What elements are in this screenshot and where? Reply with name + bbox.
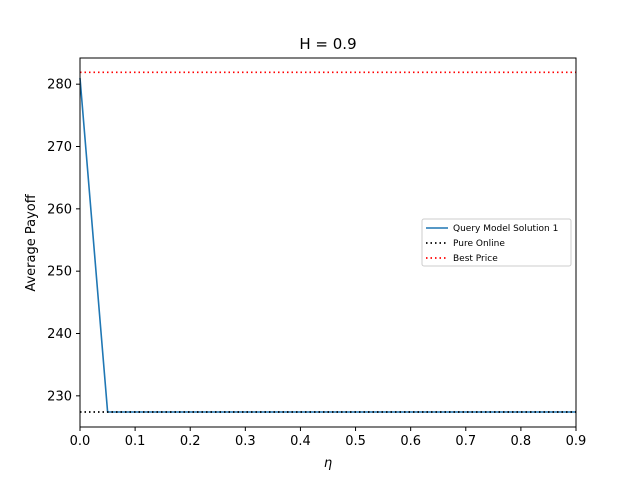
legend-label-2: Pure Online [453, 239, 505, 249]
legend-box [421, 218, 572, 267]
y-tick-label: 260 [47, 202, 72, 217]
legend-label-3: Best Price [453, 254, 498, 264]
y-tick-label: 250 [47, 265, 72, 280]
x-axis-label: η [324, 456, 332, 471]
x-tick-label: 0.9 [566, 434, 587, 449]
x-tick-label: 0.7 [455, 434, 476, 449]
x-tick-label: 0.6 [400, 434, 421, 449]
x-axis: 0.0 0.1 0.2 0.3 0.4 0.5 0.6 0.7 0.8 0.9 [70, 427, 587, 449]
x-tick-label: 0.2 [180, 434, 201, 449]
y-tick-label: 230 [47, 389, 72, 404]
plot-frame [79, 57, 577, 428]
x-tick-label: 0.4 [290, 434, 311, 449]
y-tick-label: 280 [47, 78, 72, 93]
y-axis-label: Average Payoff [24, 193, 39, 291]
y-tick-label: 240 [47, 327, 72, 342]
x-tick-label: 0.8 [511, 434, 532, 449]
x-tick-label: 0.5 [345, 434, 366, 449]
y-tick-label: 270 [47, 140, 72, 155]
plot-area [79, 71, 576, 413]
x-tick-label: 0.3 [235, 434, 256, 449]
chart-title: H = 0.9 [299, 35, 356, 53]
legend-label-1: Query Model Solution 1 [453, 224, 558, 234]
legend: Query Model Solution 1 Pure Online Best Pr… [421, 218, 572, 267]
y-axis: 230 240 250 260 270 280 [47, 78, 80, 404]
x-tick-label: 0.0 [70, 434, 91, 449]
x-tick-label: 0.1 [125, 434, 146, 449]
